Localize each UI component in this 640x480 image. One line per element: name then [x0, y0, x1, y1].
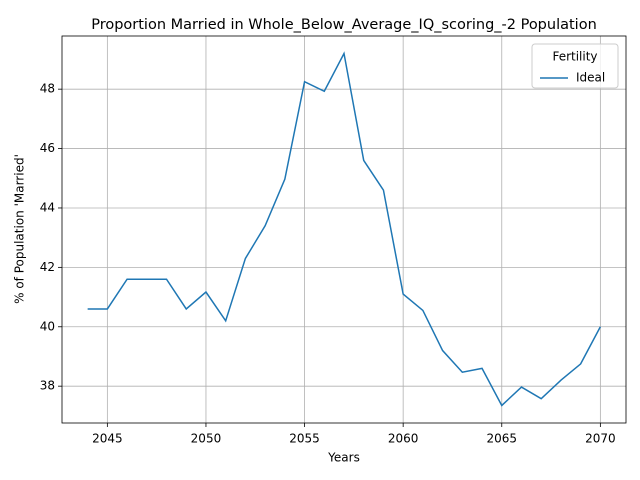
y-tick-label: 44 [40, 200, 55, 214]
y-tick-label: 40 [40, 319, 55, 333]
x-tick-label: 2070 [585, 432, 616, 446]
x-tick-label: 2055 [289, 432, 320, 446]
x-axis-label: Years [327, 451, 360, 465]
legend-title: Fertility [552, 50, 597, 64]
line [87, 51, 602, 407]
x-tick-label: 2060 [388, 432, 419, 446]
y-tick-label: 38 [40, 379, 55, 393]
chart-title: Proportion Married in Whole_Below_Averag… [91, 17, 597, 33]
y-tick-label: 46 [40, 141, 55, 155]
y-tick-label: 48 [40, 82, 55, 96]
legend-box [531, 43, 619, 89]
y-tick-label: 42 [40, 260, 55, 274]
x-tick-label: 2045 [92, 432, 123, 446]
y-axis-label: % of Population 'Married' [13, 154, 27, 304]
x-tick-label: 2050 [191, 432, 222, 446]
x-tick-label: 2065 [486, 432, 517, 446]
legend-label: Ideal [576, 71, 605, 85]
plot-frame [61, 35, 627, 424]
